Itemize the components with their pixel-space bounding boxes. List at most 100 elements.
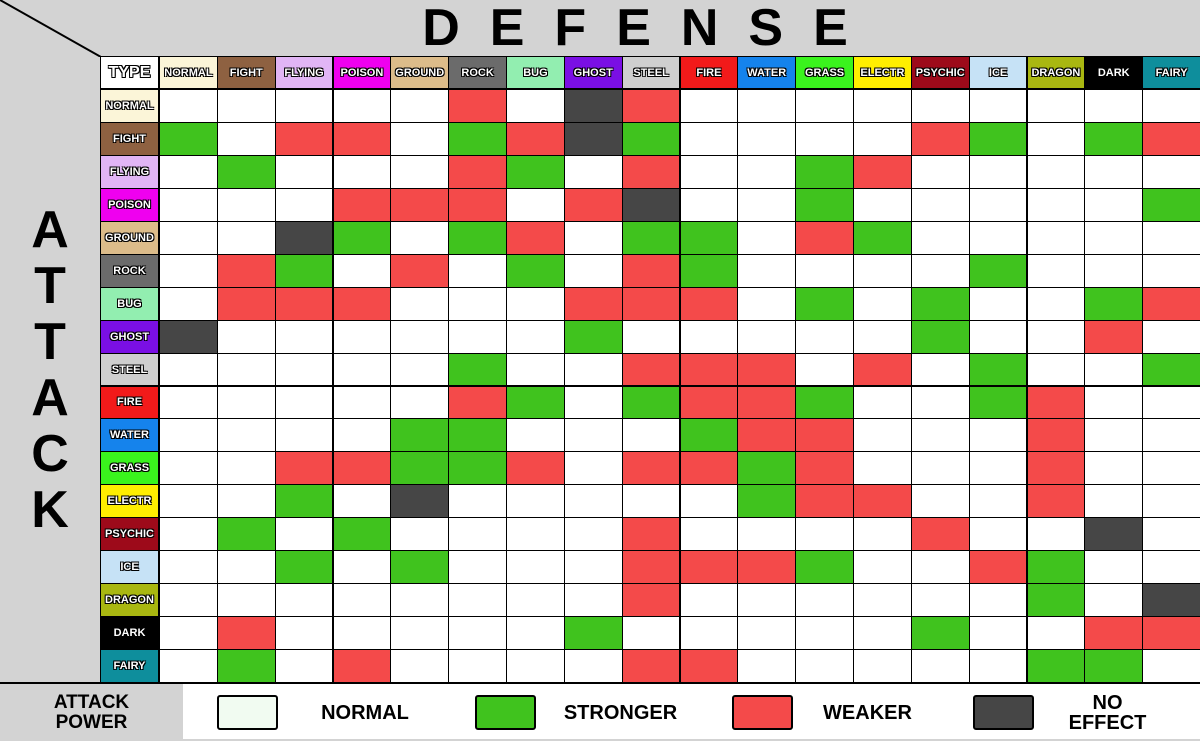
matchup-cell-normal-vs-dragon bbox=[1026, 89, 1086, 123]
matchup-cell-rock-vs-ghost bbox=[563, 253, 623, 288]
matchup-cell-ghost-vs-fairy bbox=[1142, 319, 1200, 354]
matchup-cell-psychic-vs-normal bbox=[159, 517, 218, 552]
matchup-cell-poison-vs-steel bbox=[621, 187, 681, 222]
matchup-cell-bug-vs-psychic bbox=[910, 286, 970, 321]
defense-header-psychic: PSYCHIC bbox=[910, 56, 970, 89]
matchup-cell-flying-vs-dragon bbox=[1026, 154, 1086, 189]
matchup-cell-ghost-vs-ice bbox=[968, 319, 1028, 354]
matchup-cell-ghost-vs-fight bbox=[216, 319, 276, 354]
matchup-cell-ice-vs-normal bbox=[159, 550, 218, 585]
matchup-cell-ice-vs-ice bbox=[968, 550, 1028, 585]
matchup-cell-bug-vs-fairy bbox=[1142, 286, 1200, 321]
defense-header-ghost: GHOST bbox=[563, 56, 623, 89]
matchup-cell-ground-vs-steel bbox=[621, 220, 681, 255]
matchup-cell-fire-vs-electr bbox=[853, 385, 912, 420]
matchup-cell-dark-vs-electr bbox=[853, 616, 912, 651]
matchup-cell-steel-vs-poison bbox=[332, 352, 392, 387]
matchup-cell-psychic-vs-ice bbox=[968, 517, 1028, 552]
matchup-cell-dragon-vs-normal bbox=[159, 583, 218, 618]
matchup-cell-psychic-vs-water bbox=[737, 517, 797, 552]
matchup-cell-grass-vs-fight bbox=[216, 451, 276, 486]
matchup-cell-ice-vs-psychic bbox=[910, 550, 970, 585]
matchup-cell-dark-vs-dragon bbox=[1026, 616, 1086, 651]
defense-header-normal: NORMAL bbox=[159, 56, 218, 89]
matchup-cell-flying-vs-flying bbox=[274, 154, 334, 189]
matchup-cell-ice-vs-grass bbox=[795, 550, 854, 585]
matchup-cell-normal-vs-ghost bbox=[563, 89, 623, 123]
matchup-cell-electr-vs-electr bbox=[853, 484, 912, 519]
matchup-cell-ghost-vs-flying bbox=[274, 319, 334, 354]
legend-label-weaker: WEAKER bbox=[823, 701, 912, 724]
matchup-cell-steel-vs-flying bbox=[274, 352, 334, 387]
matchup-cell-rock-vs-ice bbox=[968, 253, 1028, 288]
matchup-cell-fight-vs-fight bbox=[216, 121, 276, 156]
matchup-cell-ghost-vs-water bbox=[737, 319, 797, 354]
matchup-cell-poison-vs-normal bbox=[159, 187, 218, 222]
matchup-cell-bug-vs-bug bbox=[506, 286, 565, 321]
matchup-cell-water-vs-steel bbox=[621, 418, 681, 453]
matchup-cell-grass-vs-ice bbox=[968, 451, 1028, 486]
matchup-cell-fire-vs-fight bbox=[216, 385, 276, 420]
matchup-cell-electr-vs-ice bbox=[968, 484, 1028, 519]
matchup-cell-ice-vs-water bbox=[737, 550, 797, 585]
attack-header-fairy: FAIRY bbox=[100, 649, 159, 683]
matchup-cell-flying-vs-normal bbox=[159, 154, 218, 189]
matchup-cell-fairy-vs-ground bbox=[390, 649, 450, 683]
legend-title-line1: ATTACK bbox=[53, 691, 130, 713]
matchup-cell-water-vs-bug bbox=[506, 418, 565, 453]
attack-title-letter: T bbox=[34, 313, 66, 371]
defense-header-rock: ROCK bbox=[448, 56, 507, 89]
matchup-cell-normal-vs-flying bbox=[274, 89, 334, 123]
matchup-cell-flying-vs-ghost bbox=[563, 154, 623, 189]
defense-header-electr: ELECTR bbox=[853, 56, 912, 89]
matchup-cell-rock-vs-psychic bbox=[910, 253, 970, 288]
matchup-cell-ground-vs-ground bbox=[390, 220, 450, 255]
matchup-cell-water-vs-ghost bbox=[563, 418, 623, 453]
matchup-cell-ghost-vs-bug bbox=[506, 319, 565, 354]
matchup-cell-electr-vs-flying bbox=[274, 484, 334, 519]
matchup-cell-water-vs-rock bbox=[448, 418, 507, 453]
matchup-cell-ghost-vs-normal bbox=[159, 319, 218, 354]
defense-header-dragon: DRAGON bbox=[1026, 56, 1086, 89]
matchup-cell-steel-vs-normal bbox=[159, 352, 218, 387]
defense-header-steel: STEEL bbox=[621, 56, 681, 89]
matchup-cell-grass-vs-fairy bbox=[1142, 451, 1200, 486]
matchup-cell-steel-vs-electr bbox=[853, 352, 912, 387]
defense-header-poison: POISON bbox=[332, 56, 392, 89]
matchup-cell-dragon-vs-water bbox=[737, 583, 797, 618]
matchup-cell-ground-vs-rock bbox=[448, 220, 507, 255]
matchup-cell-dragon-vs-fire bbox=[679, 583, 739, 618]
matchup-cell-bug-vs-rock bbox=[448, 286, 507, 321]
matchup-cell-normal-vs-bug bbox=[506, 89, 565, 123]
attack-header-steel: STEEL bbox=[100, 352, 159, 387]
matchup-cell-dragon-vs-rock bbox=[448, 583, 507, 618]
matchup-cell-psychic-vs-grass bbox=[795, 517, 854, 552]
matchup-cell-ice-vs-ghost bbox=[563, 550, 623, 585]
type-effectiveness-grid: TYPE NORMAL FIGHT FLYING POISON GROUND ROCK BUG… bbox=[100, 56, 1200, 683]
attack-header-normal: NORMAL bbox=[100, 89, 159, 123]
matchup-cell-ghost-vs-dragon bbox=[1026, 319, 1086, 354]
attack-header-flying: FLYING bbox=[100, 154, 159, 189]
matchup-cell-fight-vs-ghost bbox=[563, 121, 623, 156]
matchup-cell-poison-vs-rock bbox=[448, 187, 507, 222]
matchup-cell-water-vs-dragon bbox=[1026, 418, 1086, 453]
matchup-cell-fight-vs-dark bbox=[1084, 121, 1144, 156]
matchup-cell-bug-vs-dark bbox=[1084, 286, 1144, 321]
matchup-cell-normal-vs-grass bbox=[795, 89, 854, 123]
matchup-cell-water-vs-psychic bbox=[910, 418, 970, 453]
matchup-cell-psychic-vs-electr bbox=[853, 517, 912, 552]
matchup-cell-fairy-vs-electr bbox=[853, 649, 912, 683]
matchup-cell-fight-vs-ice bbox=[968, 121, 1028, 156]
matchup-cell-fire-vs-fire bbox=[679, 385, 739, 420]
matchup-cell-fairy-vs-steel bbox=[621, 649, 681, 683]
matchup-cell-dark-vs-ground bbox=[390, 616, 450, 651]
matchup-cell-rock-vs-fight bbox=[216, 253, 276, 288]
matchup-cell-psychic-vs-dragon bbox=[1026, 517, 1086, 552]
matchup-cell-rock-vs-steel bbox=[621, 253, 681, 288]
attack-header-water: WATER bbox=[100, 418, 159, 453]
defense-header-ground: GROUND bbox=[390, 56, 450, 89]
attack-header-ghost: GHOST bbox=[100, 319, 159, 354]
matchup-cell-dragon-vs-fight bbox=[216, 583, 276, 618]
matchup-cell-dark-vs-bug bbox=[506, 616, 565, 651]
matchup-cell-steel-vs-fight bbox=[216, 352, 276, 387]
